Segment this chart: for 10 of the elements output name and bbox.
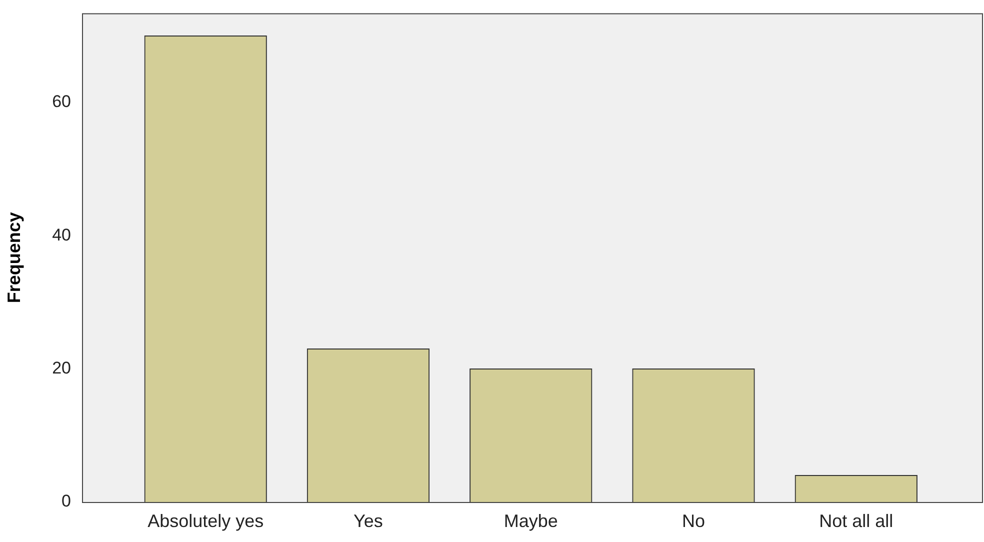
x-tick-label: Absolutely yes [148, 510, 264, 531]
y-axis-title: Frequency [4, 212, 24, 304]
x-tick-label: Yes [354, 510, 383, 531]
x-tick-label: No [682, 510, 706, 531]
x-tick-label: Maybe [504, 510, 558, 531]
x-tick-label: Not all all [819, 510, 894, 531]
y-tick-label: 40 [52, 225, 71, 244]
y-tick-label: 0 [62, 492, 71, 511]
y-tick-label: 60 [52, 92, 71, 112]
y-tick-label: 20 [52, 358, 71, 378]
